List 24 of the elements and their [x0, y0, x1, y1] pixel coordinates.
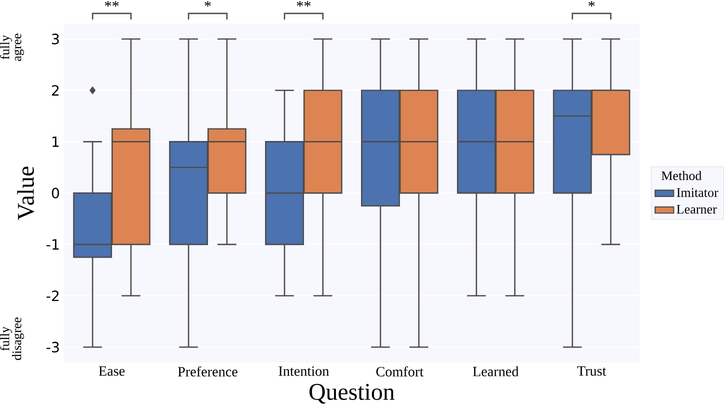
legend-title: Method: [662, 170, 702, 180]
x-tick-label: Intention: [278, 366, 329, 376]
x-tick-label: Preference: [178, 366, 238, 376]
legend-label: Learner: [676, 204, 717, 214]
y-tick-label: -2: [46, 290, 59, 301]
legend-label: Imitator: [676, 188, 718, 197]
text: *: [204, 0, 211, 7]
x-axis-title: Question: [310, 384, 394, 404]
y-tick-label: -3: [46, 342, 59, 352]
y-axis-title: Value: [17, 166, 34, 220]
y-tick-label: 2: [52, 85, 59, 96]
y-tick-label: -1: [46, 239, 59, 250]
text: *: [588, 0, 595, 7]
y-tick-label: 0: [52, 188, 60, 198]
text: **: [296, 0, 311, 7]
text: fully disagree: [0, 317, 24, 360]
x-tick-label: Ease: [98, 366, 125, 376]
text: **: [104, 0, 119, 7]
x-tick-label: Learned: [472, 366, 519, 376]
x-tick-label: Trust: [577, 366, 606, 376]
text: fully agree: [0, 34, 24, 61]
y-tick-label: 1: [52, 136, 59, 147]
y-tick-label: 3: [52, 34, 59, 44]
x-tick-label: Comfort: [376, 366, 424, 376]
